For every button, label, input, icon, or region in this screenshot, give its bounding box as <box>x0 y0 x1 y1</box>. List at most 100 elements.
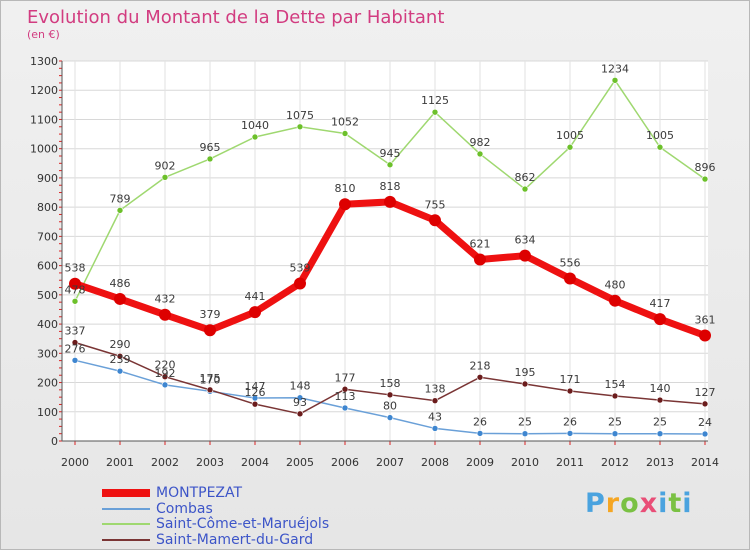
data-label-montpezat: 755 <box>425 198 446 211</box>
data-label-saint-mamert-du-gard: 154 <box>605 378 626 391</box>
data-label-combas: 192 <box>155 367 176 380</box>
y-tick-label: 100 <box>37 406 58 419</box>
data-point-montpezat <box>564 272 576 285</box>
data-point-combas <box>566 430 574 437</box>
y-tick-label: 900 <box>37 172 58 185</box>
x-tick-label: 2010 <box>511 456 539 469</box>
data-label-saint-come-et-maruejols: 965 <box>200 141 221 154</box>
data-point-saint-come-et-maruejols <box>161 174 169 181</box>
x-tick-label: 2001 <box>106 456 134 469</box>
y-tick-label: 300 <box>37 347 58 360</box>
brand-letter: P <box>585 488 606 519</box>
data-point-saint-mamert-du-gard <box>161 373 169 380</box>
legend-item-montpezat: MONTPEZAT <box>102 485 242 501</box>
x-tick-label: 2012 <box>601 456 629 469</box>
data-label-montpezat: 810 <box>335 182 356 195</box>
x-tick-label: 2002 <box>151 456 179 469</box>
legend-label: Saint-Mamert-du-Gard <box>156 532 314 548</box>
y-tick-label: 0 <box>51 435 58 448</box>
legend-label: Combas <box>156 501 213 517</box>
data-point-combas <box>521 430 529 437</box>
data-label-saint-come-et-maruejols: 902 <box>155 159 176 172</box>
data-label-combas: 148 <box>290 380 311 393</box>
data-point-combas <box>71 357 79 364</box>
data-point-saint-come-et-maruejols <box>206 155 214 163</box>
data-label-montpezat: 441 <box>245 290 266 303</box>
data-label-montpezat: 634 <box>515 234 536 247</box>
data-point-montpezat <box>204 324 216 337</box>
data-point-saint-mamert-du-gard <box>476 373 484 381</box>
data-point-montpezat <box>384 195 396 208</box>
data-point-saint-come-et-maruejols <box>116 207 124 214</box>
legend-label: MONTPEZAT <box>156 485 243 501</box>
data-point-montpezat <box>474 253 486 266</box>
y-tick-label: 1300 <box>30 55 58 68</box>
data-point-montpezat <box>159 308 171 321</box>
x-tick-label: 2014 <box>691 456 719 469</box>
x-tick-label: 2013 <box>646 456 674 469</box>
data-point-saint-come-et-maruejols <box>251 133 259 141</box>
y-tick-label: 1200 <box>30 84 58 97</box>
x-tick-label: 2008 <box>421 456 449 469</box>
data-label-montpezat: 432 <box>155 293 176 306</box>
data-point-montpezat <box>249 306 261 319</box>
data-label-saint-mamert-du-gard: 218 <box>470 359 491 372</box>
data-label-saint-mamert-du-gard: 177 <box>335 371 356 384</box>
legend-item-saint-mamert: Saint-Mamert-du-Gard <box>102 532 313 548</box>
data-label-saint-come-et-maruejols: 982 <box>470 136 491 149</box>
data-label-saint-come-et-maruejols: 1125 <box>421 94 449 107</box>
data-label-combas: 113 <box>335 390 356 403</box>
legend-swatch <box>102 539 150 541</box>
data-label-montpezat: 417 <box>650 297 671 310</box>
x-tick-label: 2007 <box>376 456 404 469</box>
data-point-saint-come-et-maruejols <box>566 143 574 151</box>
data-point-montpezat <box>69 277 81 290</box>
data-point-combas <box>476 430 484 437</box>
data-label-montpezat: 621 <box>470 237 491 250</box>
y-tick-label: 400 <box>37 318 58 331</box>
y-tick-label: 600 <box>37 260 58 273</box>
data-label-montpezat: 486 <box>110 277 131 290</box>
data-point-montpezat <box>294 277 306 290</box>
data-point-saint-come-et-maruejols <box>296 123 304 131</box>
data-point-saint-come-et-maruejols <box>341 130 349 137</box>
legend-label: Saint-Côme-et-Maruéjols <box>156 516 330 532</box>
data-point-combas <box>341 404 349 412</box>
brand-letter: o <box>620 488 640 519</box>
brand-letter: i <box>682 488 693 519</box>
data-label-saint-mamert-du-gard: 337 <box>65 324 86 337</box>
x-tick-label: 2004 <box>241 456 269 469</box>
data-point-saint-mamert-du-gard <box>386 391 394 399</box>
data-point-saint-come-et-maruejols <box>701 175 709 183</box>
data-label-combas: 147 <box>245 380 266 393</box>
data-label-saint-mamert-du-gard: 220 <box>155 359 176 372</box>
data-label-saint-come-et-maruejols: 1052 <box>331 115 359 128</box>
x-tick-label: 2000 <box>61 456 89 469</box>
data-point-saint-mamert-du-gard <box>566 387 574 395</box>
data-label-combas: 25 <box>608 416 622 429</box>
x-tick-label: 2009 <box>466 456 494 469</box>
data-point-combas <box>116 367 124 375</box>
data-label-saint-come-et-maruejols: 1005 <box>646 129 674 142</box>
data-point-montpezat <box>339 198 351 211</box>
data-point-combas <box>701 430 709 438</box>
data-point-saint-mamert-du-gard <box>701 400 709 408</box>
data-label-montpezat: 818 <box>380 180 401 193</box>
data-label-combas: 170 <box>200 373 221 386</box>
data-label-saint-mamert-du-gard: 93 <box>293 396 307 409</box>
data-point-saint-mamert-du-gard <box>116 352 124 360</box>
data-label-saint-mamert-du-gard: 290 <box>110 338 131 351</box>
data-label-saint-mamert-du-gard: 127 <box>695 386 716 399</box>
data-point-saint-come-et-maruejols <box>431 108 439 116</box>
data-label-saint-mamert-du-gard: 140 <box>650 382 671 395</box>
data-label-combas: 80 <box>383 400 397 413</box>
x-tick-label: 2011 <box>556 456 584 469</box>
data-point-combas <box>611 430 619 437</box>
x-tick-label: 2006 <box>331 456 359 469</box>
data-point-combas <box>431 425 439 432</box>
legend-swatch <box>102 523 150 525</box>
data-point-montpezat <box>654 313 666 326</box>
data-point-saint-come-et-maruejols <box>611 76 619 84</box>
data-label-montpezat: 539 <box>290 261 311 274</box>
data-label-saint-come-et-maruejols: 1234 <box>601 62 629 75</box>
